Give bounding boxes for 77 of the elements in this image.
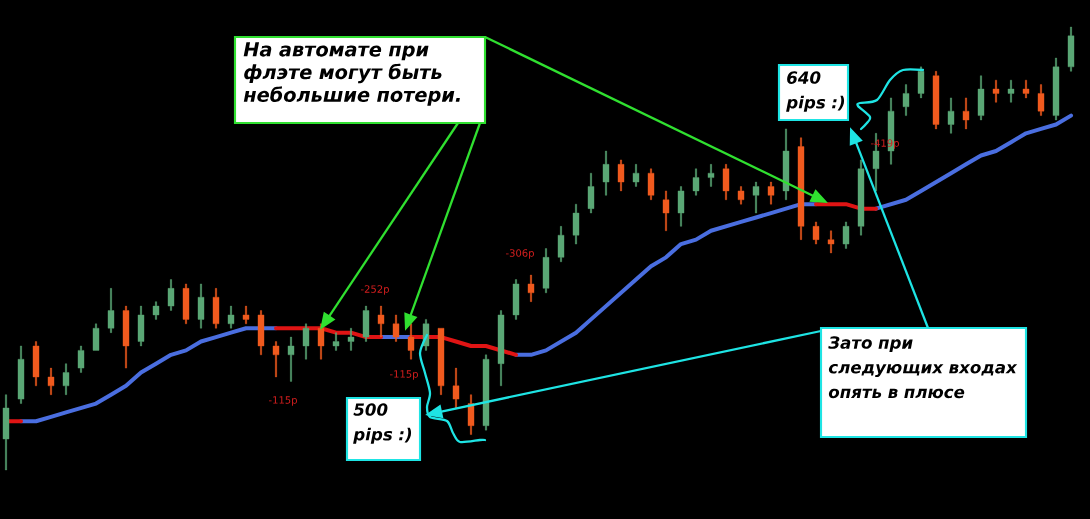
candlestick <box>932 71 940 130</box>
candlestick <box>242 305 250 325</box>
candlestick <box>467 394 475 435</box>
candlestick <box>722 164 730 200</box>
candlestick <box>227 305 235 329</box>
candlestick <box>782 128 790 200</box>
annotation: -306p <box>505 249 534 259</box>
candlestick <box>587 172 595 214</box>
annotation: 640 pips :) <box>786 71 845 112</box>
candlestick <box>1022 79 1030 99</box>
candlestick <box>512 279 520 320</box>
candlestick <box>212 288 220 329</box>
candlestick <box>392 314 400 342</box>
candlestick <box>167 279 175 311</box>
candlestick <box>677 186 685 227</box>
annotation: 500 pips :) <box>353 403 412 444</box>
candlestick <box>617 159 625 192</box>
candlestick <box>77 345 85 373</box>
candlestick <box>482 354 490 431</box>
candlestick <box>662 190 670 231</box>
candlestick <box>767 181 775 205</box>
candlestick <box>92 323 100 351</box>
candlestick <box>902 84 910 116</box>
candlestick <box>2 394 10 471</box>
candlestick <box>182 283 190 325</box>
candlestick <box>47 367 55 395</box>
candlestick <box>1067 26 1075 72</box>
annotation: -252p <box>360 285 389 295</box>
candlestick <box>122 305 130 369</box>
annotation: Зато при следующих входах опять в плюсе <box>828 336 1018 399</box>
candlestick <box>257 310 265 356</box>
candlestick <box>602 150 610 196</box>
candlestick <box>317 323 325 360</box>
candlestick <box>407 323 415 360</box>
candlestick <box>557 226 565 262</box>
candlestick <box>962 97 970 130</box>
candlestick <box>857 159 865 236</box>
candlestick <box>62 363 70 395</box>
candlestick <box>692 168 700 196</box>
candlestick <box>362 305 370 342</box>
candlestick <box>32 341 40 387</box>
candlestick <box>137 305 145 347</box>
candlestick <box>647 168 655 200</box>
candlestick <box>572 204 580 245</box>
candlestick <box>302 323 310 360</box>
annotation: -115p <box>389 370 418 380</box>
candlestick <box>812 221 820 245</box>
candlestick <box>17 345 25 404</box>
candlestick <box>1052 57 1060 121</box>
candlestick <box>1007 79 1015 103</box>
candlestick <box>992 79 1000 103</box>
candlestick <box>347 328 355 351</box>
candlestick <box>977 75 985 121</box>
candlestick <box>377 305 385 338</box>
candlestick <box>287 336 295 382</box>
candlestick <box>332 332 340 351</box>
candlestick <box>632 164 640 187</box>
candlestick <box>497 310 505 387</box>
candlestick <box>1037 84 1045 116</box>
candlestick <box>917 66 925 99</box>
candlestick <box>797 137 805 240</box>
candlestick <box>947 97 955 134</box>
candlestick <box>437 328 445 395</box>
candlestick <box>152 301 160 320</box>
annotation: -115p <box>268 396 297 406</box>
candlestick <box>707 164 715 187</box>
candlestick <box>452 367 460 409</box>
annotation: На автомате при флэте могут быть небольшие потери. <box>243 42 460 106</box>
candlestick <box>752 181 760 214</box>
candlestick <box>272 341 280 378</box>
candlestick <box>527 274 535 302</box>
candlestick <box>542 248 550 293</box>
candlestick <box>842 221 850 249</box>
candlestick <box>737 186 745 205</box>
candlestick <box>827 230 835 254</box>
candlestick <box>107 288 115 333</box>
candlestick <box>197 283 205 329</box>
